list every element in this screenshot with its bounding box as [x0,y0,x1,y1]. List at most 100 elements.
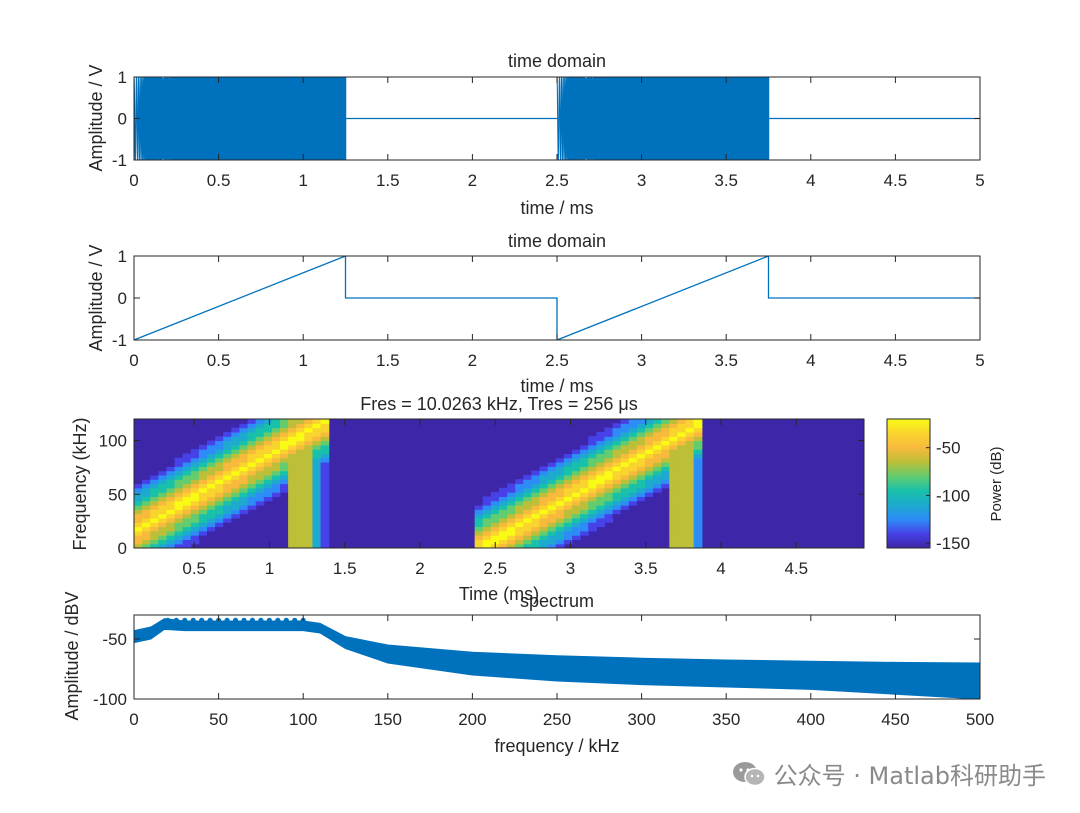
spectrogram-cell [661,427,670,433]
spectrogram-cell [604,509,614,515]
spectrogram-cell [482,543,492,548]
spectrogram-cell [263,436,273,442]
spectrogram-cell [255,449,265,454]
spectrogram-cell [223,470,232,476]
spectrogram-cell [499,513,508,519]
plot3-axes-box [133,418,865,549]
spectrogram-cell [231,470,241,476]
spectrogram-cell [669,522,679,528]
spectrum-band [134,618,980,699]
spectrogram-cell [612,427,622,433]
spectrogram-cell [685,535,695,540]
x-tick-label: 4.5 [784,559,808,578]
spectrogram-cell [474,539,484,545]
spectrogram-cell [312,543,322,548]
spectrogram-cell [223,500,232,506]
spectrogram-cell [490,509,500,515]
spectrogram-cell [134,509,143,515]
spectrogram-cell [669,496,679,502]
spectrogram-cell [612,470,622,476]
spectrogram-cell [320,457,330,463]
spectrogram-cell [150,530,159,536]
spectrogram-cell [174,535,184,540]
spectrogram-cell [320,483,330,489]
spectrogram-cell [572,492,581,497]
spectrogram-cell [572,487,581,493]
spectrogram-cell [539,466,549,472]
spectrogram-cell [223,462,232,467]
spectrogram-cell [661,479,670,485]
spectrogram-cell [288,513,297,519]
spectrogram-cell [296,509,305,515]
spectrogram-cell [271,423,281,429]
spectrogram-cell [296,423,305,429]
spectrogram-cell [685,453,695,459]
spectrogram-cell [166,543,176,548]
spectrogram-cell [207,487,216,493]
spectrogram-cell [320,522,330,528]
spectrogram-cell [588,474,597,480]
spectrogram-cell [515,522,524,528]
spectrogram-cell [166,517,176,523]
spectrogram-cell [499,505,508,510]
spectrogram-cell [223,474,232,480]
spectrogram-cell [645,423,654,429]
spectrogram-cell [239,487,249,493]
spectrogram-cell [134,483,143,489]
chirp-dense-region [592,77,769,160]
spectrogram-cell [685,466,695,472]
spectrogram-cell [198,449,208,454]
spectrogram-cell [555,500,565,506]
spectrogram-cell [685,423,695,429]
spectrogram-cell [685,517,695,523]
colorbar-label: Power (dB) [988,446,1005,521]
spectrogram-cell [490,539,500,545]
spectrogram-cell [174,496,184,502]
spectrogram-cell [166,496,176,502]
spectrogram-cell [263,462,273,467]
spectrogram-cell [231,440,241,446]
spectrogram-cell [223,436,232,442]
spectrogram-cell [296,539,305,545]
spectrogram-cell [596,479,606,485]
spectrogram-cell [231,462,241,467]
spectrogram-cell [255,419,265,424]
spectrogram-cell [207,526,216,532]
spectrogram-cell [669,500,679,506]
spectrogram-cell [304,462,314,467]
spectrogram-cell [320,423,330,429]
spectrogram-cell [182,487,192,493]
spectrogram-cell [677,500,687,506]
spectrogram-cell [288,543,297,548]
spectrogram-cell [669,462,679,467]
spectrogram-cell [174,457,184,463]
spectrogram-cell [280,449,289,454]
spectrogram-cell [288,423,297,429]
passband-ripple [249,617,256,624]
spectrogram-cell [612,466,622,472]
spectrogram-cell [198,500,208,506]
passband-ripple [224,617,230,624]
spectrogram-cell [620,487,630,493]
colorbar-tick-label: -100 [936,486,970,505]
spectrogram-cell [150,539,159,545]
spectrogram-cell [596,500,606,506]
spectrogram-cell [685,505,695,510]
spectrogram-cell [215,474,224,480]
spectrogram-cell [296,479,305,485]
spectrogram-cell [263,431,273,437]
plot1-title: time domain [508,51,606,71]
spectrogram-cell [207,483,216,489]
spectrogram-cell [304,427,314,433]
spectrum-plot: spectrum 0 50 100 150 200 250 300 350 400 450 500 … [62,591,994,756]
spectrogram-cell [555,487,565,493]
spectrogram-cell [645,449,654,454]
passband-ripple [182,617,188,624]
x-tick-label: 2.5 [483,559,507,578]
spectrogram-cell [572,444,581,450]
spectrogram-cell [669,539,679,545]
spectrogram-cell [482,496,492,502]
spectrogram-cell [547,457,557,463]
spectrogram-cell [482,526,492,532]
spectrogram-cell [134,479,143,485]
